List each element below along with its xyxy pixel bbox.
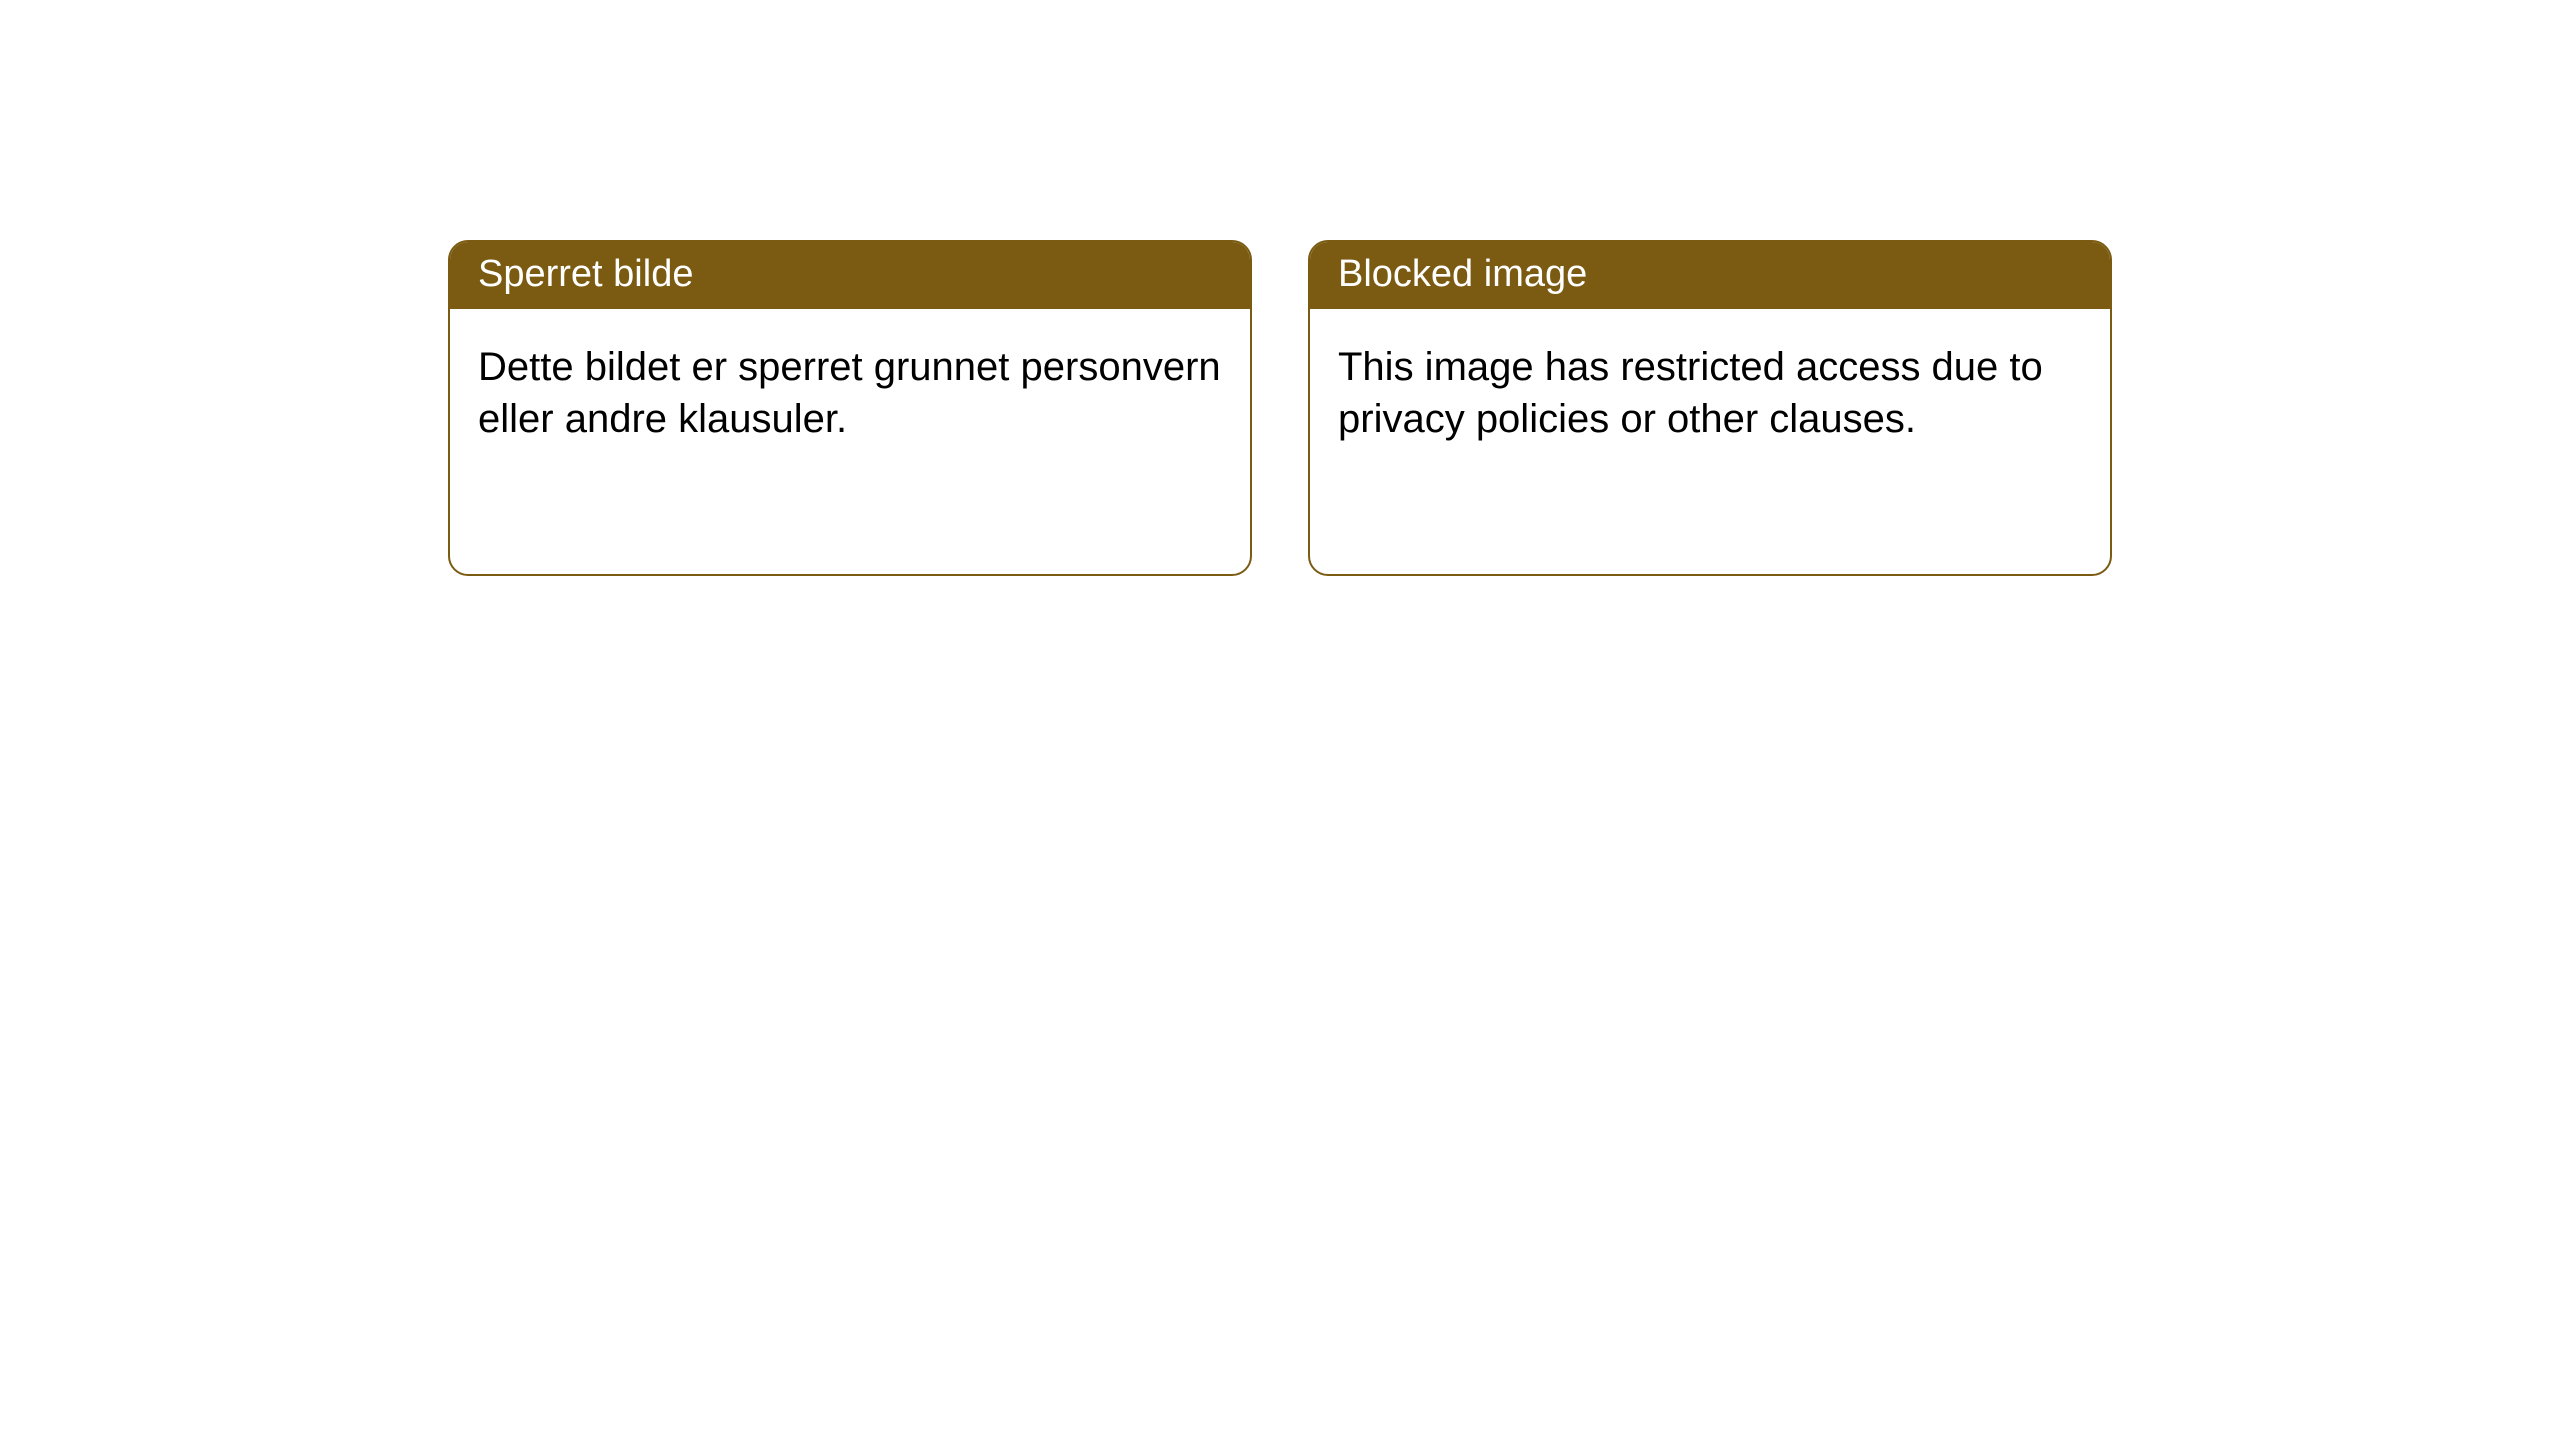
notice-container: Sperret bilde Dette bildet er sperret gr… — [0, 0, 2560, 576]
card-body: Dette bildet er sperret grunnet personve… — [450, 309, 1250, 477]
card-header: Blocked image — [1310, 242, 2110, 309]
notice-card-norwegian: Sperret bilde Dette bildet er sperret gr… — [448, 240, 1252, 576]
notice-card-english: Blocked image This image has restricted … — [1308, 240, 2112, 576]
card-header: Sperret bilde — [450, 242, 1250, 309]
card-body: This image has restricted access due to … — [1310, 309, 2110, 477]
